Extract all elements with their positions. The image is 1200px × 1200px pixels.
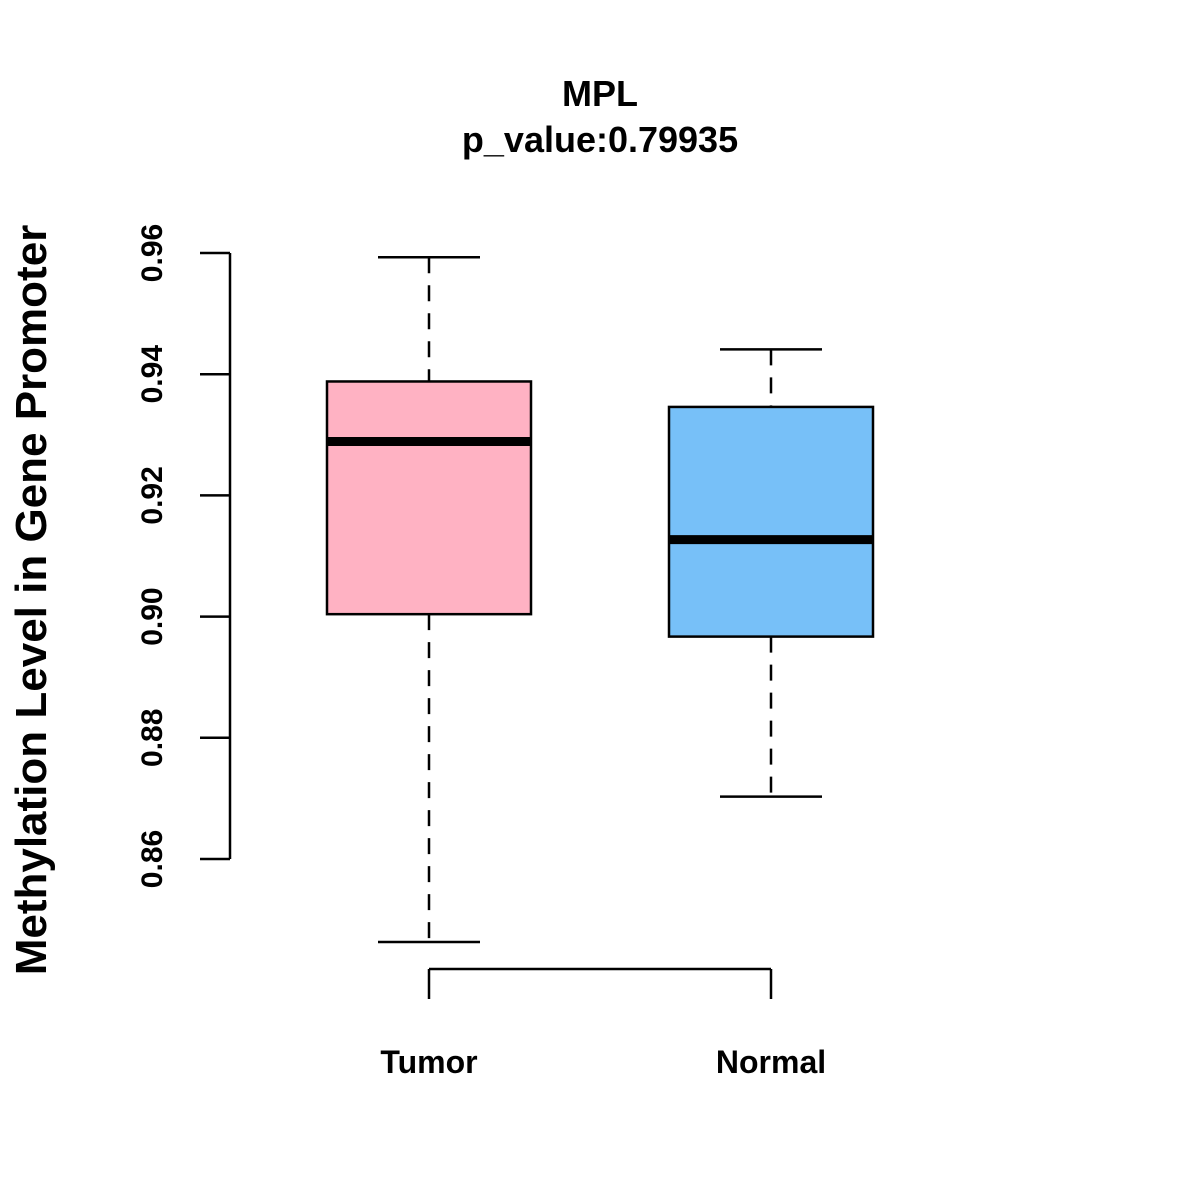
y-axis: 0.86 0.88 0.90 0.92 0.94 0.96: [136, 224, 232, 888]
y-axis-label: Methylation Level in Gene Promoter: [7, 225, 56, 976]
chart-subtitle: p_value:0.79935: [462, 119, 738, 160]
box-body: [325, 380, 533, 616]
y-tick-label: 0.94: [136, 345, 169, 404]
x-tick-label: Tumor: [380, 1044, 477, 1080]
y-tick-label: 0.86: [136, 830, 169, 888]
y-tick-label: 0.90: [136, 587, 169, 645]
boxes: [325, 255, 875, 944]
y-tick-label: 0.92: [136, 466, 169, 524]
y-tick-label: 0.88: [136, 709, 169, 767]
box-normal: [667, 348, 875, 798]
y-tick-label: 0.96: [136, 224, 169, 282]
chart-title: MPL: [562, 73, 638, 114]
box-tumor: [325, 255, 533, 944]
x-axis: Tumor Normal: [380, 967, 826, 1080]
box-body: [667, 405, 875, 638]
x-tick-label: Normal: [716, 1044, 826, 1080]
